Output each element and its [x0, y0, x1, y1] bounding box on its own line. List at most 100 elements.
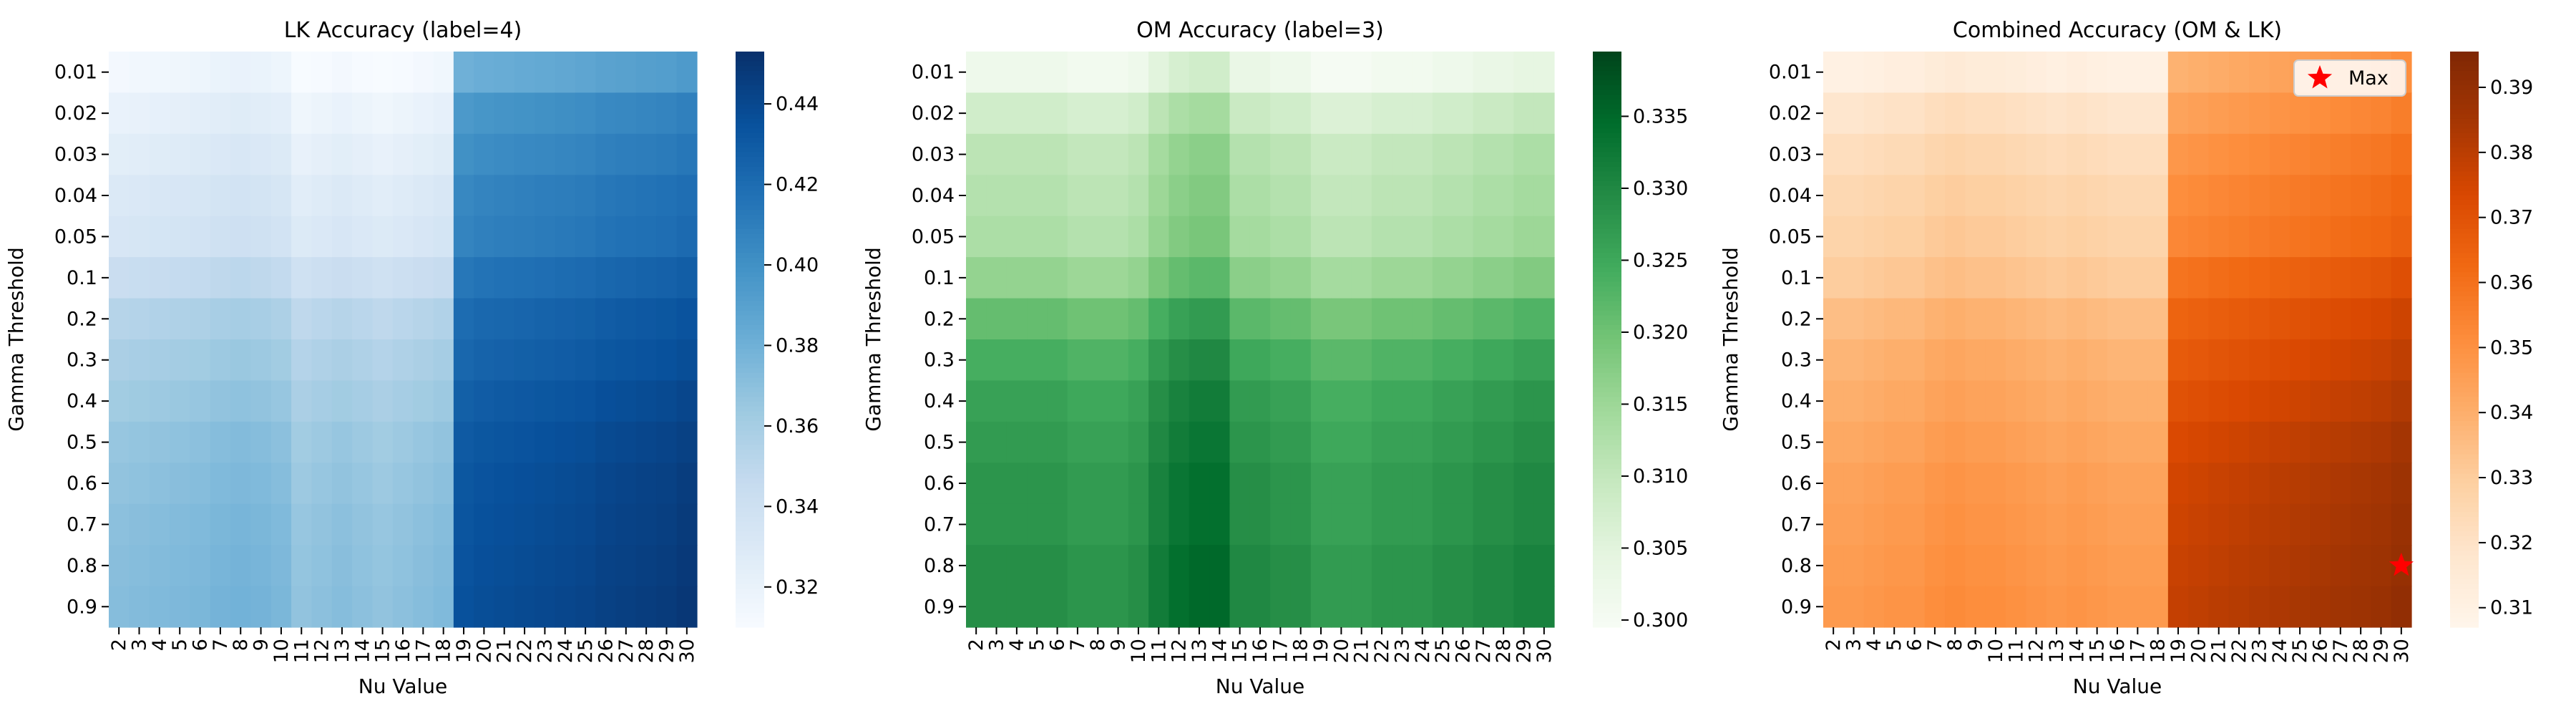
colorbar-band [2450, 498, 2479, 503]
colorbar-band [736, 166, 764, 173]
colorbar-band [1593, 52, 1621, 57]
colorbar-band [2450, 473, 2479, 479]
heatmap-cell [1209, 298, 1231, 340]
colorbar-band [1593, 579, 1621, 585]
heatmap-cell [1823, 298, 1844, 340]
heatmap-cell [170, 586, 190, 628]
heatmap-cell [1331, 380, 1352, 422]
heatmap-cell [433, 339, 454, 382]
heatmap-cell [1371, 586, 1392, 628]
heatmap-cell [535, 133, 556, 175]
heatmap-cell [1513, 339, 1535, 382]
y-tick-label: 0.5 [67, 432, 97, 454]
x-tick-label: 27 [1473, 639, 1495, 663]
colorbar-band [2450, 358, 2479, 364]
heatmap-cell [230, 175, 252, 217]
heatmap-cell [1290, 339, 1312, 382]
heatmap-cell [413, 339, 434, 382]
heatmap-cell [270, 216, 292, 258]
colorbar-band [736, 320, 764, 326]
y-axis-ticks: 0.010.020.030.040.050.10.20.30.40.50.60.… [54, 62, 109, 618]
x-tick-label: 30 [2391, 639, 2413, 663]
heatmap-cell [392, 586, 414, 628]
heatmap-cell [1473, 257, 1494, 299]
heatmap-cell [2228, 216, 2250, 258]
heatmap-cell [494, 257, 515, 299]
heatmap-cell [1351, 257, 1372, 299]
colorbar-band [1593, 603, 1621, 609]
colorbar-band [2450, 185, 2479, 191]
x-tick-label: 10 [1985, 639, 2007, 663]
colorbar-band [1593, 502, 1621, 508]
heatmap-cell [1006, 463, 1028, 505]
heatmap-cell [1229, 380, 1251, 422]
colorbar-band [2450, 363, 2479, 369]
colorbar-band [736, 324, 764, 331]
heatmap-cell [2127, 421, 2149, 463]
colorbar-band [1593, 478, 1621, 484]
heatmap-cell [2310, 92, 2331, 135]
heatmap-cell [2006, 503, 2027, 546]
heatmap-cell [2046, 133, 2067, 175]
colorbar-band [2450, 617, 2479, 623]
colorbar-band [1593, 84, 1621, 91]
heatmap-cell [372, 216, 394, 258]
heatmap-cell [453, 586, 474, 628]
colorbar-band [736, 468, 764, 475]
heatmap-cell [2067, 133, 2088, 175]
colorbar-band [2450, 310, 2479, 316]
heatmap-cell [1985, 257, 2006, 299]
heatmap-cell [555, 586, 576, 628]
heatmap-cell [474, 586, 495, 628]
heatmap-cell [1310, 463, 1332, 505]
heatmap-cell [149, 175, 170, 217]
heatmap-cell [1533, 133, 1555, 175]
heatmap-cell [1493, 133, 1514, 175]
colorbar-band [736, 382, 764, 388]
heatmap-cell [1432, 257, 1453, 299]
heatmap-cell [2249, 339, 2270, 382]
colorbar-band [2450, 262, 2479, 268]
heatmap-cell [2026, 421, 2047, 463]
colorbar-band [1593, 498, 1621, 503]
heatmap-cell [1924, 545, 1946, 587]
heatmap-cell [1533, 175, 1555, 217]
heatmap-cell [352, 175, 374, 217]
heatmap-cell [109, 92, 130, 135]
heatmap-cell [311, 339, 333, 382]
heatmap-cell [676, 52, 698, 94]
heatmap-cell [149, 92, 170, 135]
heatmap-cell [966, 52, 987, 94]
heatmap-cell [1412, 545, 1433, 587]
heatmap-cell [392, 175, 414, 217]
colorbar-band [2450, 61, 2479, 67]
heatmap-cell [1209, 421, 1231, 463]
heatmap-cell [494, 339, 515, 382]
colorbar-band [736, 132, 764, 139]
heatmap-cell [190, 545, 211, 587]
heatmap-cell [311, 175, 333, 217]
heatmap-cell [2208, 421, 2230, 463]
heatmap-cell [2167, 380, 2189, 422]
heatmap-cell [555, 503, 576, 546]
heatmap-cell [474, 298, 495, 340]
colorbar-band [736, 95, 764, 100]
heatmap-cell [2067, 380, 2088, 422]
heatmap-cell [270, 92, 292, 135]
colorbar-band [2450, 372, 2479, 379]
heatmap-cell [129, 298, 150, 340]
colorbar-band [736, 176, 764, 182]
heatmap-cell [966, 545, 987, 587]
x-tick-label: 25 [575, 639, 597, 663]
colorbar-band [1593, 200, 1621, 205]
heatmap-cell [1270, 380, 1292, 422]
colorbar-band [736, 521, 764, 527]
colorbar-band [1593, 95, 1621, 100]
heatmap-cell [170, 503, 190, 546]
heatmap-cell [1229, 463, 1251, 505]
heatmap-cell [352, 339, 374, 382]
heatmap-cell [1412, 175, 1433, 217]
y-tick-label: 0.05 [54, 226, 97, 248]
colorbar-band [2450, 377, 2479, 383]
heatmap-cell [2087, 257, 2108, 299]
